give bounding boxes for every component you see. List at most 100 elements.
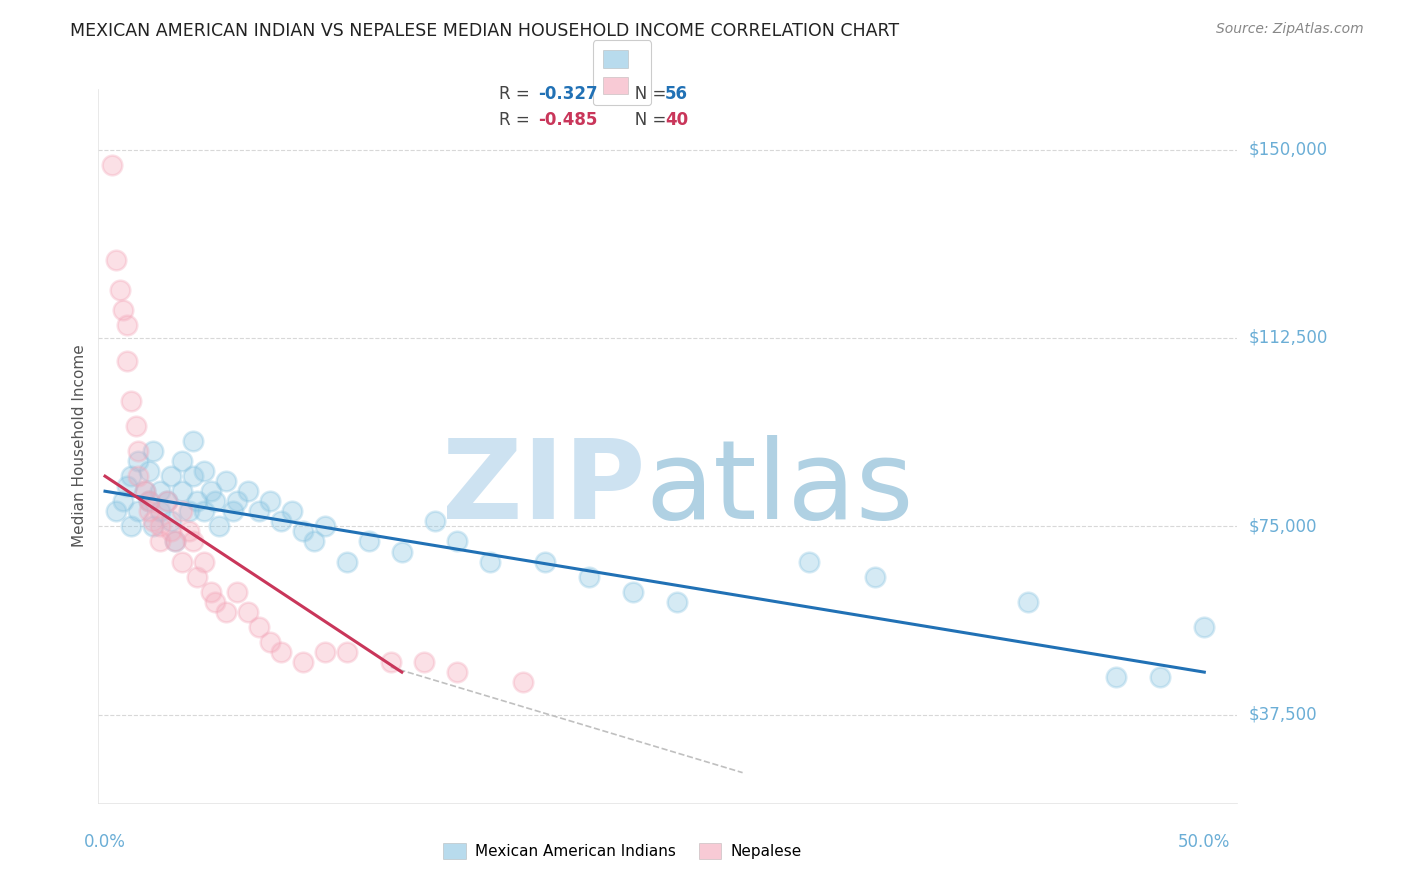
Point bbox=[621, 584, 644, 599]
Point bbox=[186, 494, 208, 508]
Point bbox=[165, 534, 187, 549]
Point bbox=[105, 253, 128, 268]
Point bbox=[177, 524, 200, 539]
Point bbox=[200, 584, 222, 599]
Point bbox=[138, 464, 160, 478]
Point bbox=[142, 519, 165, 533]
Point bbox=[138, 494, 160, 508]
Point bbox=[1149, 670, 1171, 684]
Point bbox=[281, 504, 304, 518]
Point bbox=[134, 484, 156, 499]
Point bbox=[181, 434, 204, 448]
Point bbox=[270, 515, 292, 529]
Text: N =: N = bbox=[619, 85, 671, 103]
Point bbox=[314, 645, 336, 659]
Point bbox=[127, 454, 149, 468]
Text: MEXICAN AMERICAN INDIAN VS NEPALESE MEDIAN HOUSEHOLD INCOME CORRELATION CHART: MEXICAN AMERICAN INDIAN VS NEPALESE MEDI… bbox=[70, 22, 900, 40]
Legend: Mexican American Indians, Nepalese: Mexican American Indians, Nepalese bbox=[434, 835, 810, 866]
Text: R =: R = bbox=[499, 85, 536, 103]
Point bbox=[357, 534, 380, 549]
Point bbox=[186, 569, 208, 583]
Point bbox=[236, 605, 259, 619]
Point bbox=[193, 464, 215, 478]
Point bbox=[127, 469, 149, 483]
Point bbox=[221, 504, 243, 518]
Point bbox=[105, 504, 128, 518]
Point bbox=[138, 504, 160, 518]
Text: 56: 56 bbox=[665, 85, 688, 103]
Point bbox=[1105, 670, 1128, 684]
Point bbox=[533, 555, 555, 569]
Point bbox=[149, 519, 172, 533]
Point bbox=[200, 484, 222, 499]
Point bbox=[270, 645, 292, 659]
Point bbox=[149, 534, 172, 549]
Point bbox=[100, 158, 122, 172]
Y-axis label: Median Household Income: Median Household Income bbox=[72, 344, 87, 548]
Point bbox=[160, 515, 183, 529]
Point bbox=[115, 479, 138, 493]
Point bbox=[226, 494, 249, 508]
Text: Source: ZipAtlas.com: Source: ZipAtlas.com bbox=[1216, 22, 1364, 37]
Point bbox=[1017, 595, 1039, 609]
Point bbox=[142, 444, 165, 458]
Point bbox=[236, 484, 259, 499]
Point bbox=[446, 665, 468, 680]
Point bbox=[259, 494, 281, 508]
Point bbox=[193, 504, 215, 518]
Point bbox=[155, 494, 177, 508]
Text: 0.0%: 0.0% bbox=[84, 833, 127, 851]
Point bbox=[120, 393, 142, 408]
Point bbox=[291, 524, 314, 539]
Text: $150,000: $150,000 bbox=[1249, 141, 1327, 159]
Point bbox=[181, 534, 204, 549]
Point bbox=[412, 655, 434, 669]
Point bbox=[111, 303, 134, 318]
Point bbox=[204, 595, 226, 609]
Point bbox=[181, 469, 204, 483]
Point bbox=[149, 484, 172, 499]
Point bbox=[115, 353, 138, 368]
Point bbox=[380, 655, 402, 669]
Text: R =: R = bbox=[499, 112, 536, 129]
Point bbox=[115, 318, 138, 333]
Point bbox=[170, 484, 193, 499]
Point bbox=[170, 555, 193, 569]
Point bbox=[665, 595, 688, 609]
Point bbox=[142, 515, 165, 529]
Text: -0.327: -0.327 bbox=[538, 85, 598, 103]
Point bbox=[336, 555, 359, 569]
Point bbox=[215, 474, 238, 488]
Point bbox=[446, 534, 468, 549]
Point bbox=[165, 534, 187, 549]
Point bbox=[127, 444, 149, 458]
Point bbox=[259, 635, 281, 649]
Text: 50.0%: 50.0% bbox=[1178, 833, 1230, 851]
Point bbox=[302, 534, 325, 549]
Point bbox=[247, 620, 270, 634]
Point bbox=[155, 494, 177, 508]
Point bbox=[125, 418, 148, 433]
Point bbox=[391, 544, 413, 558]
Point bbox=[138, 494, 160, 508]
Point bbox=[111, 494, 134, 508]
Text: 40: 40 bbox=[665, 112, 688, 129]
Point bbox=[226, 584, 249, 599]
Point bbox=[215, 605, 238, 619]
Point bbox=[291, 655, 314, 669]
Point bbox=[160, 524, 183, 539]
Point bbox=[512, 675, 534, 690]
Point bbox=[1194, 620, 1216, 634]
Point bbox=[863, 569, 886, 583]
Text: $75,000: $75,000 bbox=[1249, 517, 1317, 535]
Point bbox=[177, 504, 200, 518]
Point bbox=[170, 454, 193, 468]
Point bbox=[120, 469, 142, 483]
Point bbox=[314, 519, 336, 533]
Point bbox=[193, 555, 215, 569]
Text: $37,500: $37,500 bbox=[1249, 706, 1317, 723]
Point bbox=[336, 645, 359, 659]
Point bbox=[120, 519, 142, 533]
Text: $112,500: $112,500 bbox=[1249, 329, 1327, 347]
Point bbox=[204, 494, 226, 508]
